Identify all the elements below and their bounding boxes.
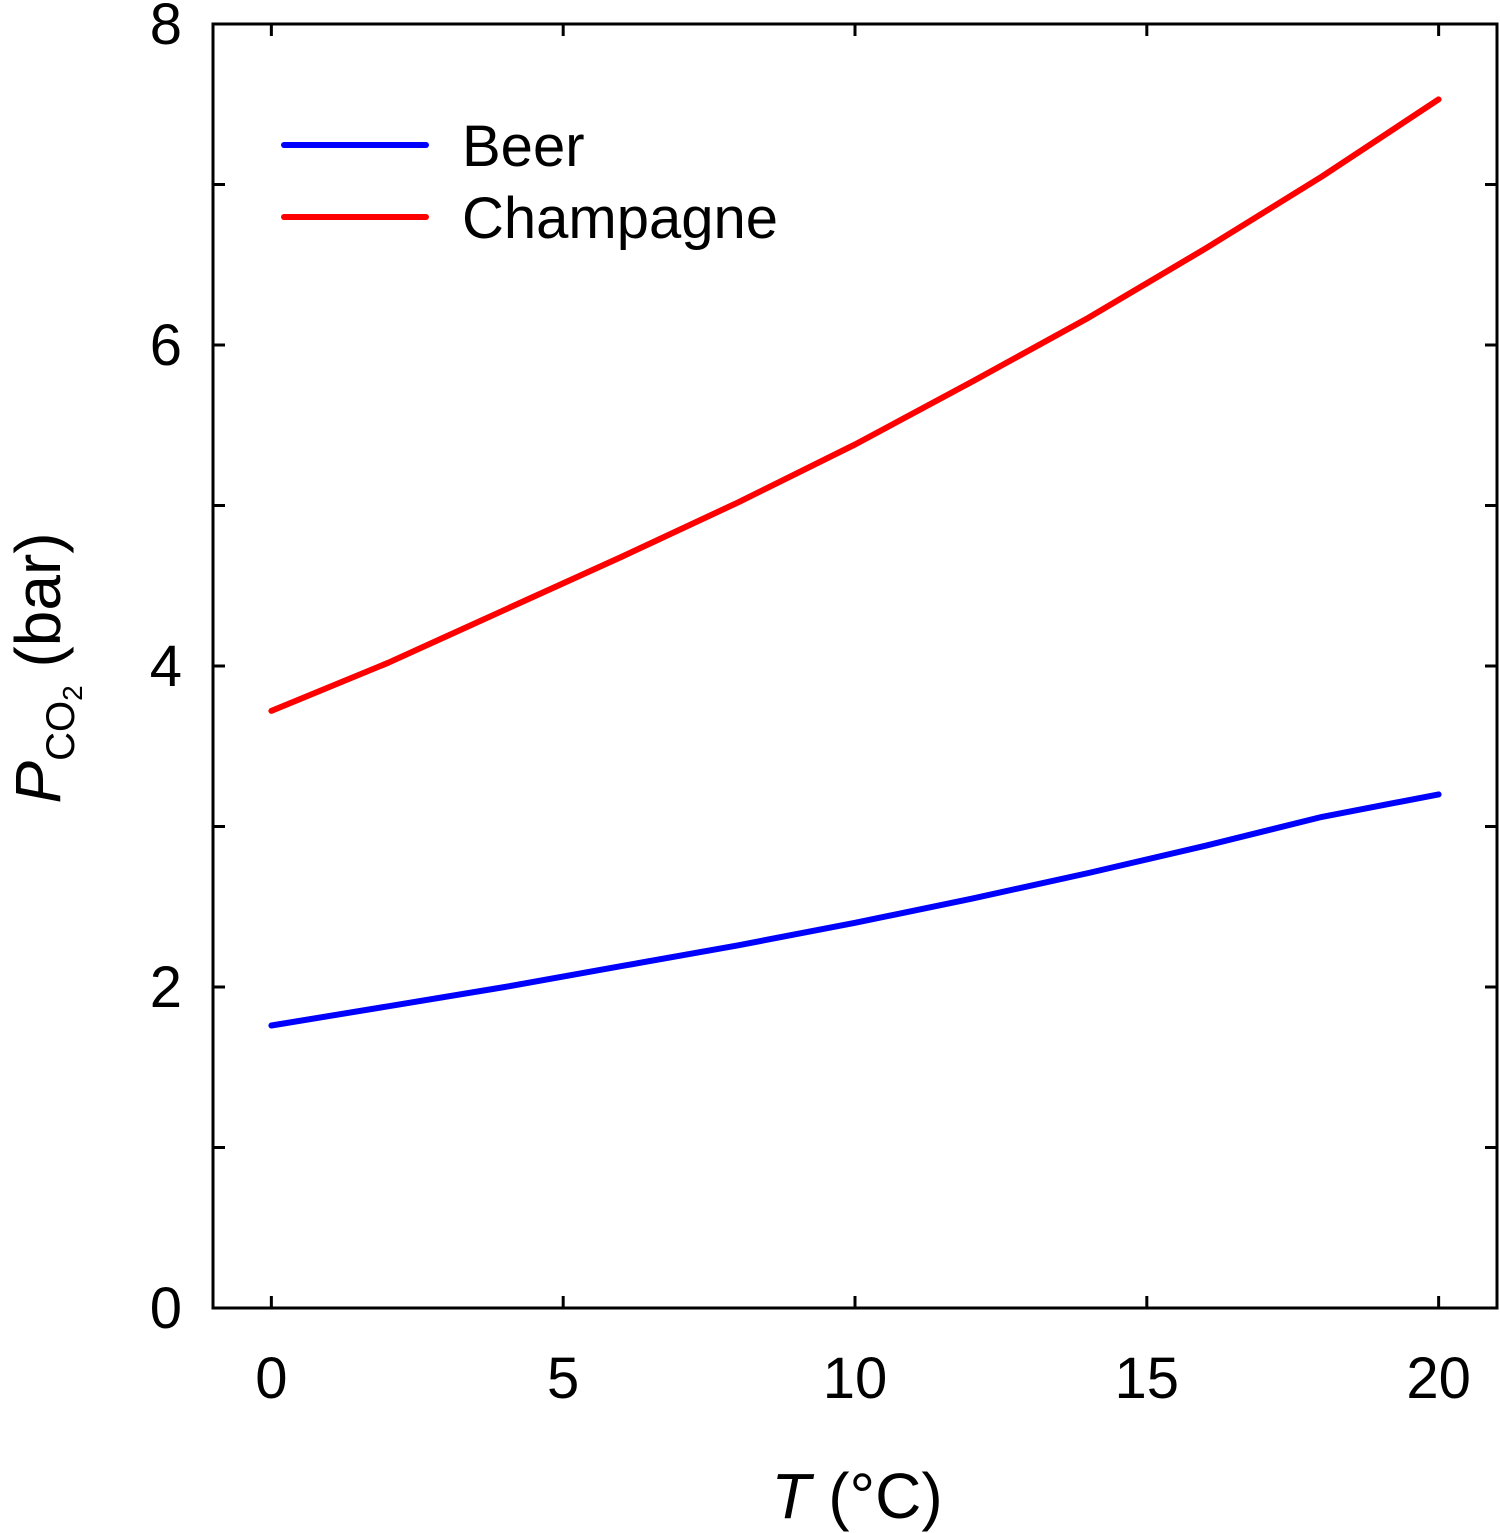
y-tick-label: 0	[150, 1276, 182, 1341]
legend: Beer Champagne	[281, 114, 778, 251]
x-tick-labels: 0 5 10 15 20	[255, 1346, 1471, 1411]
y-axis-title: PCO2 (bar)	[2, 532, 88, 803]
legend-label-beer: Beer	[462, 114, 585, 179]
y-axis-sub-subscript: 2	[57, 685, 88, 701]
x-axis-unit: (°C)	[810, 1460, 942, 1532]
y-tick-label: 2	[150, 955, 182, 1020]
y-tick-label: 8	[150, 0, 182, 57]
x-tick-label: 10	[823, 1346, 888, 1411]
x-tick-label: 5	[547, 1346, 579, 1411]
ticks-layer	[213, 24, 1497, 1308]
legend-label-champagne: Champagne	[462, 186, 778, 251]
x-tick-label: 20	[1406, 1346, 1471, 1411]
y-tick-label: 4	[150, 634, 182, 699]
x-tick-label: 15	[1115, 1346, 1180, 1411]
y-axis-unit: (bar)	[2, 532, 74, 685]
x-axis-title: T (°C)	[771, 1460, 942, 1532]
y-tick-label: 6	[150, 313, 182, 378]
series-layer	[268, 96, 1442, 1029]
y-axis-variable: P	[2, 761, 74, 804]
x-axis-variable: T	[771, 1460, 814, 1532]
series-line-beer	[268, 791, 1442, 1029]
series-line-champagne	[268, 96, 1442, 714]
y-axis-subscript: CO	[39, 701, 83, 761]
y-tick-labels: 0 2 4 6 8	[150, 0, 182, 1341]
plot-frame	[211, 22, 1499, 1310]
x-tick-label: 0	[255, 1346, 287, 1411]
